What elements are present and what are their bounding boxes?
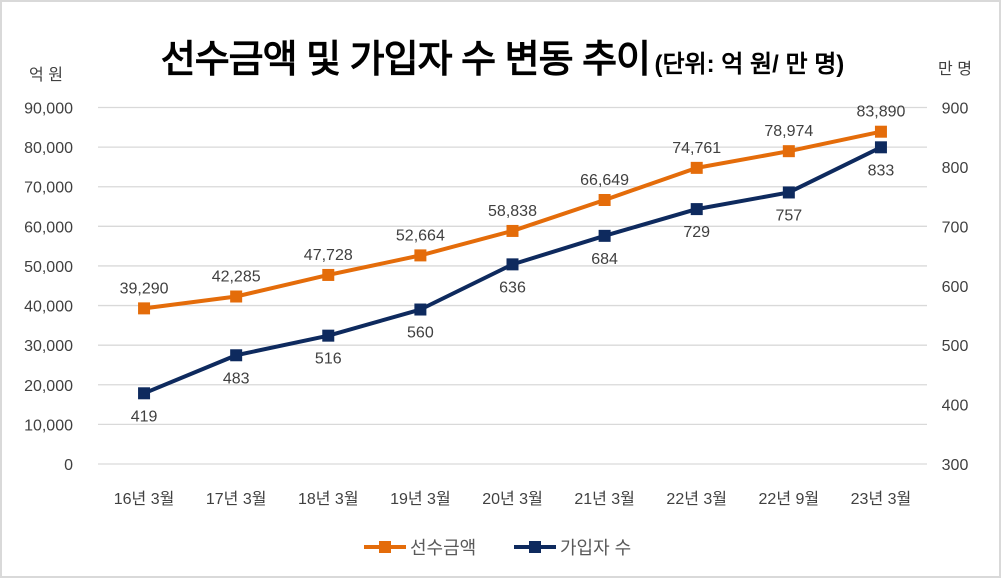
data-point-marker <box>874 141 887 154</box>
data-label: 83,890 <box>856 104 905 121</box>
data-point-marker <box>506 224 519 237</box>
y-left-tick-label: 20,000 <box>24 378 73 395</box>
y-left-tick-label: 90,000 <box>24 101 73 118</box>
chart-title-main: 선수금액 및 가입자 수 변동 추이 <box>160 39 651 81</box>
y-right-tick-label: 300 <box>942 457 969 474</box>
data-point-marker <box>782 145 795 158</box>
data-point-marker <box>598 193 611 206</box>
y-right-tick-label: 600 <box>942 279 969 296</box>
data-point-marker <box>874 125 887 138</box>
legend-marker-icon <box>379 541 391 553</box>
y-right-tick-label: 800 <box>942 160 969 177</box>
y-right-tick-label: 500 <box>942 338 969 355</box>
data-point-marker <box>690 161 703 174</box>
data-label: 419 <box>131 408 158 425</box>
y-left-tick-label: 80,000 <box>24 140 73 157</box>
x-tick-label: 22년 3월 <box>666 490 727 508</box>
data-point-marker <box>690 203 703 216</box>
x-tick-label: 16년 3월 <box>114 490 175 508</box>
data-point-marker <box>230 349 243 362</box>
legend-entry: 가입자 수 <box>560 538 631 558</box>
legend-entry: 선수금액 <box>410 538 476 558</box>
y-left-axis-title: 억 원 <box>29 66 63 84</box>
data-label: 42,285 <box>212 269 261 286</box>
data-point-marker <box>322 329 335 342</box>
x-tick-label: 18년 3월 <box>298 490 359 508</box>
y-left-tick-label: 40,000 <box>24 299 73 316</box>
data-label: 757 <box>775 207 802 224</box>
data-label: 78,974 <box>764 123 813 140</box>
chart-title-unit: (단위: 억 원/ 만 명) <box>654 51 845 78</box>
data-point-marker <box>598 229 611 242</box>
chart-title: 선수금액 및 가입자 수 변동 추이 (단위: 억 원/ 만 명) <box>2 28 1001 83</box>
data-point-marker <box>506 258 519 271</box>
x-tick-label: 21년 3월 <box>574 490 635 508</box>
data-label: 52,664 <box>396 227 445 244</box>
data-label: 58,838 <box>488 203 537 220</box>
x-tick-label: 20년 3월 <box>482 490 543 508</box>
data-label: 516 <box>315 351 342 368</box>
x-tick-label: 22년 9월 <box>759 490 820 508</box>
y-right-axis-title: 만 명 <box>938 60 972 78</box>
x-tick-label: 19년 3월 <box>390 490 451 508</box>
data-point-marker <box>138 387 151 400</box>
y-left-tick-label: 0 <box>64 457 73 474</box>
x-tick-label: 23년 3월 <box>851 490 912 508</box>
x-tick-label: 17년 3월 <box>206 490 267 508</box>
y-left-tick-label: 50,000 <box>24 259 73 276</box>
data-point-marker <box>414 249 427 262</box>
data-label: 74,761 <box>672 140 721 157</box>
data-label: 684 <box>591 251 618 268</box>
data-point-marker <box>414 303 427 316</box>
data-label: 636 <box>499 279 526 296</box>
y-right-tick-label: 700 <box>942 219 969 236</box>
y-left-tick-label: 30,000 <box>24 338 73 355</box>
data-label: 483 <box>223 370 250 387</box>
data-point-marker <box>230 290 243 303</box>
data-label: 560 <box>407 325 434 342</box>
legend-marker-icon <box>529 541 541 553</box>
data-label: 66,649 <box>580 172 629 189</box>
data-point-marker <box>322 268 335 281</box>
y-left-tick-label: 60,000 <box>24 219 73 236</box>
y-left-tick-label: 10,000 <box>24 417 73 434</box>
data-label: 833 <box>868 162 895 179</box>
data-label: 729 <box>683 224 710 241</box>
y-left-tick-label: 70,000 <box>24 180 73 197</box>
data-label: 47,728 <box>304 247 353 264</box>
y-right-tick-label: 900 <box>942 101 969 118</box>
data-point-marker <box>138 302 151 315</box>
data-point-marker <box>782 186 795 199</box>
data-label: 39,290 <box>120 280 169 297</box>
y-right-tick-label: 400 <box>942 398 969 415</box>
